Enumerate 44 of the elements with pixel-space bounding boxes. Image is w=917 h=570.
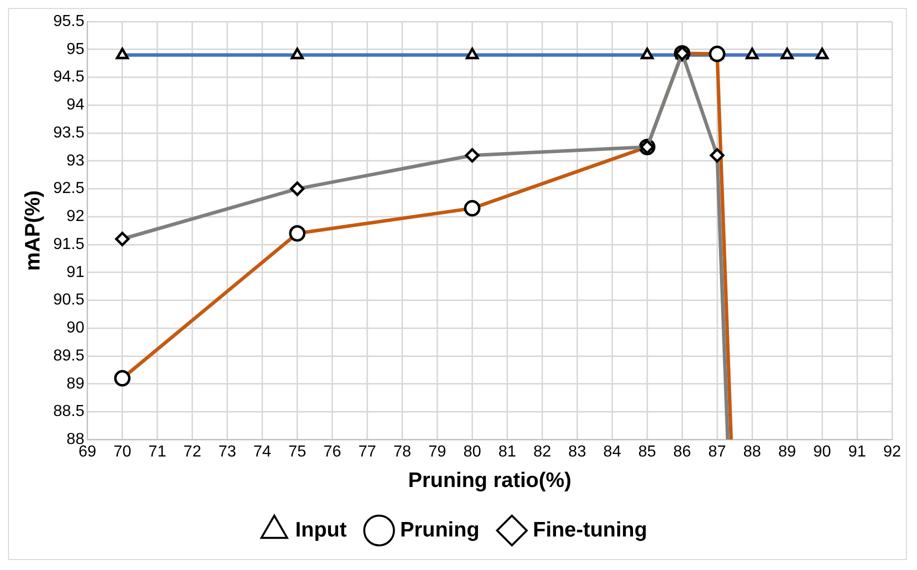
- y-tick-label: 89.5: [53, 347, 84, 364]
- y-tick-label: 91: [66, 264, 84, 281]
- x-tick-label: 77: [358, 444, 376, 461]
- x-tick-label: 81: [498, 444, 516, 461]
- x-tick-label: 84: [603, 444, 622, 461]
- x-tick-label: 73: [218, 444, 236, 461]
- x-tick-label: 90: [813, 444, 832, 461]
- x-tick-label: 72: [183, 444, 202, 461]
- x-tick-label: 80: [463, 444, 482, 461]
- x-tick-label: 88: [743, 444, 762, 461]
- x-tick-label: 83: [568, 444, 586, 461]
- x-tick-label: 79: [428, 444, 446, 461]
- legend-label: Pruning: [400, 518, 480, 542]
- y-tick-label: 93: [66, 152, 84, 170]
- y-tick-label: 92: [66, 208, 84, 226]
- x-axis-title: Pruning ratio(%): [408, 469, 572, 492]
- x-tick-label: 76: [323, 444, 342, 461]
- y-tick-label: 95: [66, 40, 84, 58]
- x-tick-label: 86: [673, 444, 692, 461]
- x-tick-label: 70: [113, 444, 132, 461]
- x-tick-label: 69: [78, 444, 96, 461]
- x-tick-label: 92: [883, 444, 902, 461]
- y-tick-label: 90: [66, 320, 84, 337]
- y-tick-label: 88.5: [53, 403, 84, 420]
- x-tick-label: 75: [288, 444, 306, 461]
- x-tick-label: 74: [253, 444, 272, 461]
- legend-label: Fine-tuning: [532, 518, 648, 542]
- y-tick-label: 92.5: [53, 180, 84, 198]
- y-axis-title: mAP(%): [21, 190, 44, 271]
- y-tick-label: 93.5: [53, 124, 84, 142]
- x-tick-label: 78: [393, 444, 412, 461]
- x-tick-label: 85: [638, 444, 656, 461]
- x-tick-label: 87: [708, 444, 726, 461]
- y-tick-label: 94.5: [53, 68, 84, 86]
- x-tick-label: 89: [778, 444, 796, 461]
- legend-label: Input: [295, 518, 347, 542]
- y-tick-label: 94: [66, 96, 84, 114]
- y-tick-label: 91.5: [53, 236, 84, 253]
- y-tick-label: 90.5: [53, 292, 84, 309]
- x-tick-label: 82: [533, 444, 552, 461]
- y-tick-label: 89: [66, 375, 84, 392]
- x-tick-label: 71: [148, 444, 166, 461]
- x-tick-label: 91: [848, 444, 866, 461]
- y-tick-label: 95.5: [53, 13, 84, 30]
